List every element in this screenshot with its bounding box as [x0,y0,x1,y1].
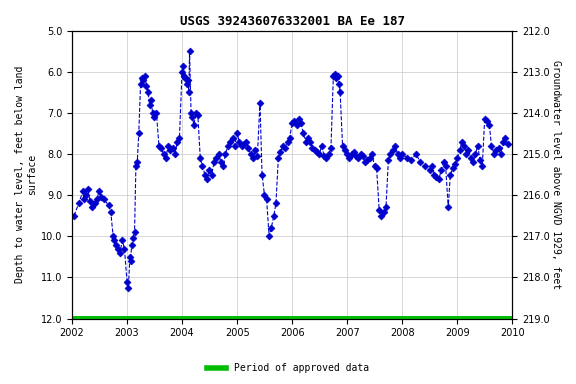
Y-axis label: Depth to water level, feet below land
surface: Depth to water level, feet below land su… [15,66,37,283]
Title: USGS 392436076332001 BA Ee 187: USGS 392436076332001 BA Ee 187 [180,15,405,28]
Legend: Period of approved data: Period of approved data [203,359,373,377]
Y-axis label: Groundwater level above NGVD 1929, feet: Groundwater level above NGVD 1929, feet [551,60,561,289]
